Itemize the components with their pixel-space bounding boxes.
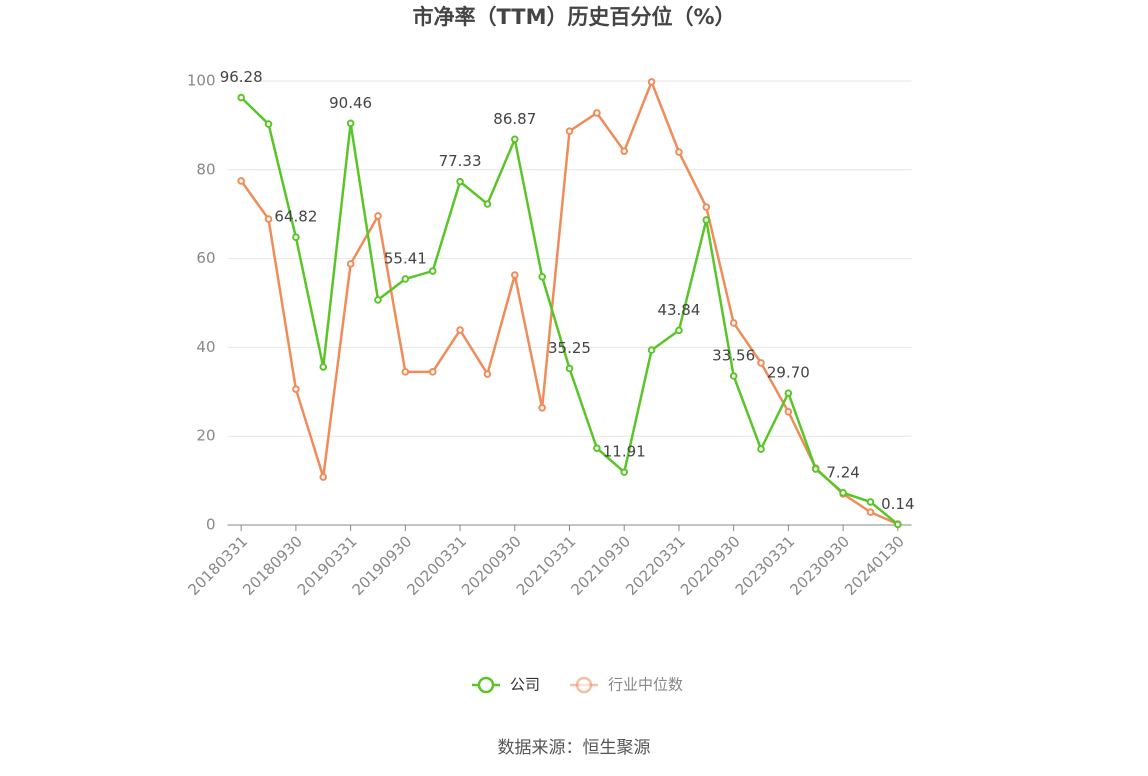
data-label: 0.14 [881,495,914,513]
data-point [374,212,382,220]
data-point [565,127,574,135]
data-point [675,326,683,335]
data-label: 11.91 [603,443,646,461]
data-point [456,326,464,334]
y-tick-label: 40 [196,338,215,356]
data-point [757,359,765,367]
data-point [374,296,382,304]
data-point [538,403,546,412]
data-point [292,385,300,393]
data-label: 90.46 [329,94,372,112]
data-point [702,216,711,224]
data-point [811,465,820,473]
y-tick-label: 0 [206,516,216,534]
data-point [894,520,902,529]
data-point [319,473,328,481]
data-label: 33.56 [712,346,755,364]
y-tick-label: 80 [196,160,215,178]
data-point [483,200,492,208]
data-label: 64.82 [274,208,317,226]
data-point [593,109,601,117]
data-point [866,498,875,506]
data-point [866,508,875,516]
data-point [292,233,300,241]
data-label: 43.84 [657,301,700,319]
data-point [538,273,546,281]
source: 数据来源：恒生聚源 [498,738,651,758]
data-point [565,364,574,373]
data-point [346,260,355,268]
legend-marker [477,676,495,694]
data-label: 35.25 [548,339,591,357]
data-point [675,148,683,156]
data-label: 55.41 [384,249,427,267]
chart-title: 市净率（TTM）历史百分位（%） [412,5,735,29]
data-point [647,346,656,354]
data-point [702,203,711,211]
y-tick-label: 100 [187,72,216,90]
x-tick-label: 20240130 [841,532,908,599]
data-label: 86.87 [493,110,536,128]
data-point [784,389,793,397]
data-point [401,368,410,376]
data-point [784,407,793,416]
data-point [264,215,273,223]
data-point [264,120,273,128]
data-label: 29.70 [767,364,810,382]
data-point [729,319,738,327]
legend-label: 公司 [510,676,540,694]
data-point [483,370,492,378]
series-line [240,96,899,526]
data-point [237,93,245,102]
data-point [620,468,629,476]
data-point [401,275,410,283]
series-line [240,78,899,526]
data-point [510,135,519,144]
data-point [839,489,847,497]
data-point [456,177,464,186]
data-label: 7.24 [826,463,859,481]
data-label: 77.33 [439,152,482,170]
data-point [319,363,328,371]
data-point [757,445,765,453]
data-point [647,78,656,86]
legend-marker [575,676,593,694]
data-point [510,271,519,279]
data-point [428,267,437,275]
data-point [729,372,738,380]
data-point [237,177,245,185]
y-tick-label: 60 [196,249,215,267]
data-point [346,119,355,128]
y-tick-label: 20 [196,427,215,445]
legend-label: 行业中位数 [608,676,683,694]
data-point [593,444,601,452]
data-label: 96.28 [220,68,263,86]
data-point [620,147,629,155]
data-point [428,368,437,376]
